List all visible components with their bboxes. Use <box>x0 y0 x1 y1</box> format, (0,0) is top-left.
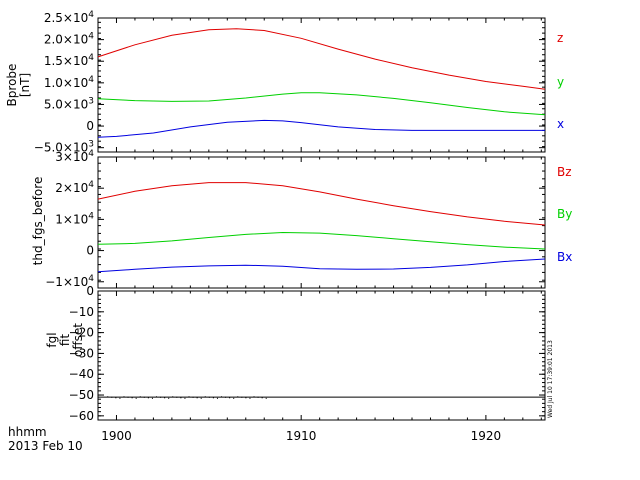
offset-point <box>111 396 113 398</box>
y-axis-label: offset <box>71 323 85 357</box>
offset-point <box>119 397 121 399</box>
y-tick-label: −60 <box>69 409 94 423</box>
y-tick-label: −20 <box>69 326 94 340</box>
offset-point <box>249 397 251 399</box>
y-tick-label: 0 <box>86 244 94 258</box>
y-tick-label: 0 <box>86 119 94 133</box>
x-axis: 1900 1910 1920 <box>101 429 501 443</box>
series-line-z <box>97 28 546 90</box>
offset-point <box>115 397 117 399</box>
offset-point <box>221 396 223 398</box>
series-line-y <box>97 92 546 116</box>
offset-point <box>123 396 125 398</box>
y-axis-label: fit <box>58 334 72 347</box>
y-tick-label: −40 <box>69 367 94 381</box>
legend-label-By: By <box>557 207 572 221</box>
offset-point <box>155 396 157 398</box>
panel-1: −5.0×103 0 5.0×103 1.0×104 1.5×104 2.0×104 2.5… <box>5 10 564 155</box>
offset-point <box>233 397 235 399</box>
offset-point <box>160 396 162 398</box>
legend-label-Bz: Bz <box>557 165 572 179</box>
offset-point <box>204 396 206 398</box>
series-line-x <box>97 119 545 138</box>
offset-point <box>184 397 186 399</box>
y-tick-label: 1×104 <box>55 211 94 226</box>
offset-point <box>212 397 214 399</box>
offset-point <box>127 396 129 398</box>
offset-point <box>241 396 243 398</box>
footer-time-label: hhmm <box>8 425 47 439</box>
y-tick-label: 2.5×104 <box>44 10 94 25</box>
y-tick-label: 2.0×104 <box>44 32 94 47</box>
offset-point <box>253 396 255 398</box>
offset-point <box>176 396 178 398</box>
y-tick-label: −50 <box>69 388 94 402</box>
offset-point <box>229 397 231 399</box>
offset-point <box>147 397 149 399</box>
offset-point <box>261 397 263 399</box>
offset-point <box>225 396 227 398</box>
legend-label-x: x <box>557 117 564 131</box>
offset-point <box>216 397 218 399</box>
offset-point <box>164 397 166 399</box>
y-tick-label: 0 <box>86 284 94 298</box>
offset-speckle <box>107 396 267 399</box>
y-axis-label: thd_fgs_before <box>31 177 45 266</box>
y-tick-label: 1.0×104 <box>44 75 94 90</box>
offset-point <box>237 396 239 398</box>
series-line-Bx <box>97 258 546 273</box>
offset-point <box>139 396 141 398</box>
panels: −5.0×103 0 5.0×103 1.0×104 1.5×104 2.0×104 2.5… <box>5 10 572 443</box>
offset-point <box>107 396 109 398</box>
y-tick-label: −1×104 <box>45 274 94 289</box>
y-axis-label: fgl <box>45 332 59 347</box>
offset-point <box>257 396 259 398</box>
x-tick-label: 1900 <box>101 429 132 443</box>
y-tick-label: 3×104 <box>55 149 94 164</box>
y-axis-label: Bprobe <box>5 64 19 107</box>
offset-point <box>188 396 190 398</box>
plot-frame <box>97 156 546 289</box>
offset-point <box>168 397 170 399</box>
x-tick-label: 1920 <box>471 429 502 443</box>
legend-label-y: y <box>557 75 564 89</box>
series-line-By <box>97 231 546 250</box>
y-axis-label: [nT] <box>18 73 32 97</box>
y-tick-label: 2×104 <box>55 180 94 195</box>
offset-point <box>265 397 267 399</box>
offset-point <box>151 397 153 399</box>
offset-point <box>135 397 137 399</box>
offset-point <box>131 397 133 399</box>
offset-point <box>208 396 210 398</box>
y-tick-label: −5.0×103 <box>34 140 94 155</box>
offset-point <box>196 397 198 399</box>
offset-point <box>200 397 202 399</box>
offset-point <box>172 396 174 398</box>
series-line-Bz <box>97 182 546 226</box>
plot-frame <box>97 290 546 421</box>
offset-point <box>192 396 194 398</box>
offset-point <box>245 397 247 399</box>
offset-point <box>143 396 145 398</box>
timestamp-stamp: Wed Jul 10 17:39:01 2013 <box>547 340 554 418</box>
y-tick-label: −10 <box>69 305 94 319</box>
panel-3: 0 −10 −20 −30 −40 −50 −60 fgl fit offset <box>45 284 546 423</box>
legend-label-Bx: Bx <box>557 250 572 264</box>
footer-date-label: 2013 Feb 10 <box>8 439 83 453</box>
y-tick-label: 5.0×103 <box>44 96 94 111</box>
y-tick-label: 1.5×104 <box>44 53 94 68</box>
y-tick-label: −30 <box>69 346 94 360</box>
legend-label-z: z <box>557 31 563 45</box>
panel-2: −1×104 0 1×104 2×104 3×104 Bz By Bx thd_fgs_befo… <box>31 149 572 289</box>
plot-frame <box>97 17 546 153</box>
offset-point <box>180 397 182 399</box>
x-tick-label: 1910 <box>286 429 317 443</box>
